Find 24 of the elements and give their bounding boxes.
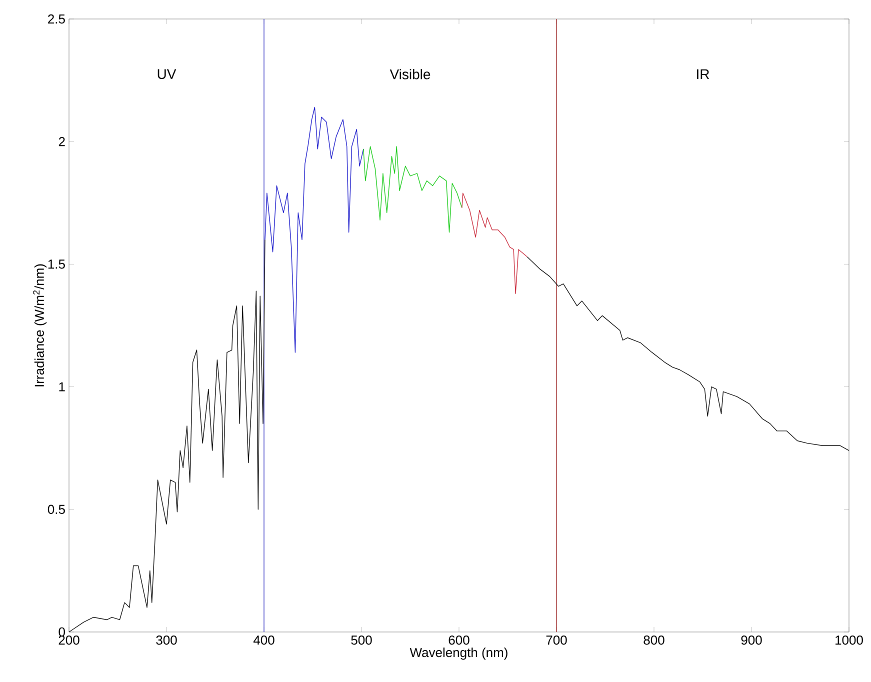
x-tick-label: 800: [644, 636, 664, 645]
annotation: Visible: [390, 69, 430, 80]
line-series: [264, 106, 364, 353]
line-series: [526, 256, 850, 451]
y-tick-label: 1: [59, 382, 65, 392]
y-tick-label: 1.5: [48, 260, 65, 269]
x-tick-label: 900: [741, 636, 762, 645]
annotation: IR: [697, 69, 710, 79]
x-tick-label: 700: [546, 636, 567, 645]
line-series: [462, 192, 528, 294]
x-axis-title: Wavelength (nm): [410, 648, 508, 660]
y-tick-label: 0.5: [48, 504, 65, 514]
x-tick-label: 300: [156, 636, 177, 645]
x-tick-label: 600: [448, 636, 470, 645]
x-tick-label: 500: [351, 636, 372, 645]
x-tick-label: 1000: [836, 636, 863, 645]
y-axis-title: Irradiance (W/m$^{2}$/nm): [33, 264, 47, 386]
line-series: [68, 239, 266, 632]
x-tick-label: 200: [58, 636, 80, 645]
annotation: UV: [158, 69, 176, 80]
y-tick-label: 2: [58, 137, 65, 146]
line-series: [363, 146, 462, 233]
y-tick-label: 2.5: [48, 14, 65, 24]
x-tick-label: 400: [253, 636, 274, 645]
